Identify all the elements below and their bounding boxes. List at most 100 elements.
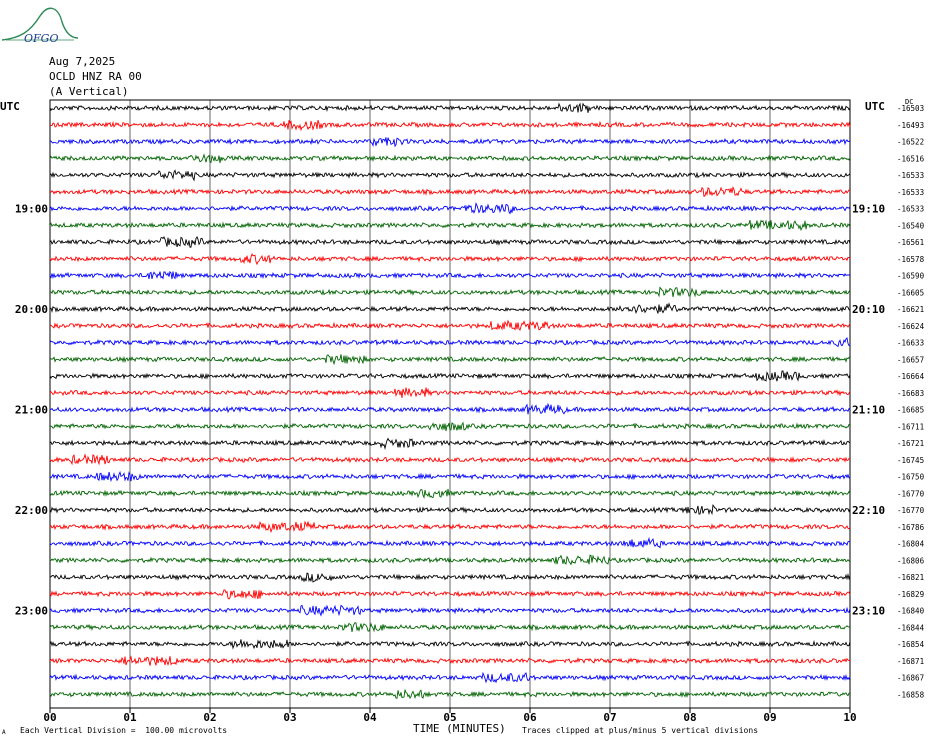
- dc-offset-label: -16540: [897, 221, 925, 230]
- x-tick-label: 01: [123, 711, 137, 724]
- dc-offset-label: -16624: [897, 322, 925, 331]
- dc-offset-label: -16829: [897, 590, 924, 599]
- dc-offset-label: -16871: [897, 657, 924, 666]
- trace-line: [49, 421, 851, 432]
- dc-offset-label: -16590: [897, 272, 925, 281]
- x-tick-label: 06: [523, 711, 537, 724]
- trace-line: [49, 102, 851, 113]
- trace-line: [49, 554, 851, 566]
- dc-offset-label: -16840: [897, 607, 925, 616]
- trace-line: [49, 119, 851, 132]
- dc-offset-label: -16664: [897, 372, 925, 381]
- ofgo-logo: OFGO: [1, 7, 79, 44]
- trace-line: [49, 488, 851, 500]
- trace-line: [49, 470, 851, 483]
- x-tick-label: 08: [683, 711, 696, 724]
- trace-line: [49, 387, 851, 398]
- trace-line: [49, 504, 851, 516]
- dc-offset-label: -16844: [897, 623, 925, 632]
- dc-offset-label: -16821: [897, 573, 924, 582]
- header-date: Aug 7,2025: [49, 55, 116, 68]
- dc-label: DC: [905, 98, 914, 106]
- trace-line: [49, 153, 851, 164]
- dc-offset-label: -16786: [897, 523, 925, 532]
- left-time-label: 22:00: [15, 504, 48, 517]
- trace-line: [49, 337, 851, 348]
- trace-line: [49, 253, 851, 266]
- trace-line: [49, 137, 851, 148]
- dc-offset-label: -16578: [897, 255, 925, 264]
- x-tick-label: 09: [763, 711, 776, 724]
- trace-line: [49, 572, 851, 583]
- trace-line: [49, 302, 851, 315]
- right-time-label: 23:10: [852, 605, 885, 618]
- dc-offset-label: -16745: [897, 456, 924, 465]
- trace-line: [49, 185, 850, 198]
- left-time-label: 20:00: [15, 303, 48, 316]
- x-tick-label: 05: [443, 711, 456, 724]
- trace-line: [49, 589, 851, 600]
- left-time-label: 23:00: [15, 605, 48, 618]
- right-time-label: 21:10: [852, 404, 885, 417]
- trace-line: [49, 286, 851, 298]
- right-time-label: 19:10: [852, 203, 885, 216]
- trace-line: [49, 235, 851, 248]
- trace-line: [49, 319, 851, 331]
- footer-mark: A: [2, 729, 6, 736]
- trace-line: [49, 604, 851, 617]
- trace-line: [49, 520, 851, 534]
- header-component: (A Vertical): [49, 85, 129, 98]
- x-tick-label: 02: [203, 711, 216, 724]
- dc-offset-label: -16685: [897, 406, 924, 415]
- dc-offset-label: -16806: [897, 556, 925, 565]
- dc-offset-label: -16516: [897, 154, 925, 163]
- dc-offset-label: -16867: [897, 674, 924, 683]
- x-tick-label: 04: [363, 711, 377, 724]
- trace-line: [49, 639, 851, 650]
- right-time-label: 22:10: [852, 504, 885, 517]
- trace-line: [49, 655, 851, 666]
- dc-offset-label: -16711: [897, 422, 924, 431]
- dc-offset-label: -16721: [897, 439, 924, 448]
- trace-line: [49, 370, 851, 382]
- dc-offset-label: -16750: [897, 473, 925, 482]
- dc-offset-label: -16533: [897, 188, 924, 197]
- trace-line: [49, 536, 851, 549]
- footer-division: Each Vertical Division = 100.00 microvol…: [20, 726, 228, 735]
- trace-line: [49, 453, 851, 466]
- trace-line: [49, 354, 851, 366]
- utc-label-right: UTC: [865, 100, 885, 113]
- header-station: OCLD HNZ RA 00: [49, 70, 142, 83]
- x-tick-label: 10: [843, 711, 856, 724]
- left-time-label: 21:00: [15, 404, 48, 417]
- trace-line: [49, 622, 851, 633]
- logo-wave-icon: [1, 7, 79, 41]
- dc-offset-label: -16858: [897, 690, 925, 699]
- x-axis-title: TIME (MINUTES): [413, 722, 506, 735]
- dc-offset-label: -16804: [897, 540, 925, 549]
- left-time-label: 19:00: [15, 203, 48, 216]
- dc-offset-label: -16503: [897, 104, 924, 113]
- footer-clipped: Traces clipped at plus/minus 5 vertical …: [522, 726, 759, 735]
- dc-offset-label: -16770: [897, 506, 925, 515]
- right-time-label: 20:10: [852, 303, 885, 316]
- dc-offset-label: -16854: [897, 640, 925, 649]
- trace-line: [49, 437, 851, 450]
- trace-line: [49, 402, 851, 415]
- trace-line: [49, 201, 851, 215]
- trace-line: [49, 219, 851, 232]
- dc-offset-label: -16533: [897, 205, 924, 214]
- dc-offset-label: -16657: [897, 355, 924, 364]
- trace-line: [49, 169, 851, 182]
- dc-offset-label: -16621: [897, 305, 924, 314]
- dc-offset-label: -16561: [897, 238, 924, 247]
- dc-offset-label: -16605: [897, 288, 924, 297]
- dc-offset-label: -16533: [897, 171, 924, 180]
- x-tick-label: 00: [43, 711, 56, 724]
- dc-offset-label: -16633: [897, 339, 924, 348]
- dc-offset-label: -16683: [897, 389, 924, 398]
- trace-line: [49, 270, 851, 280]
- dc-offset-label: -16493: [897, 121, 924, 130]
- x-tick-label: 07: [603, 711, 616, 724]
